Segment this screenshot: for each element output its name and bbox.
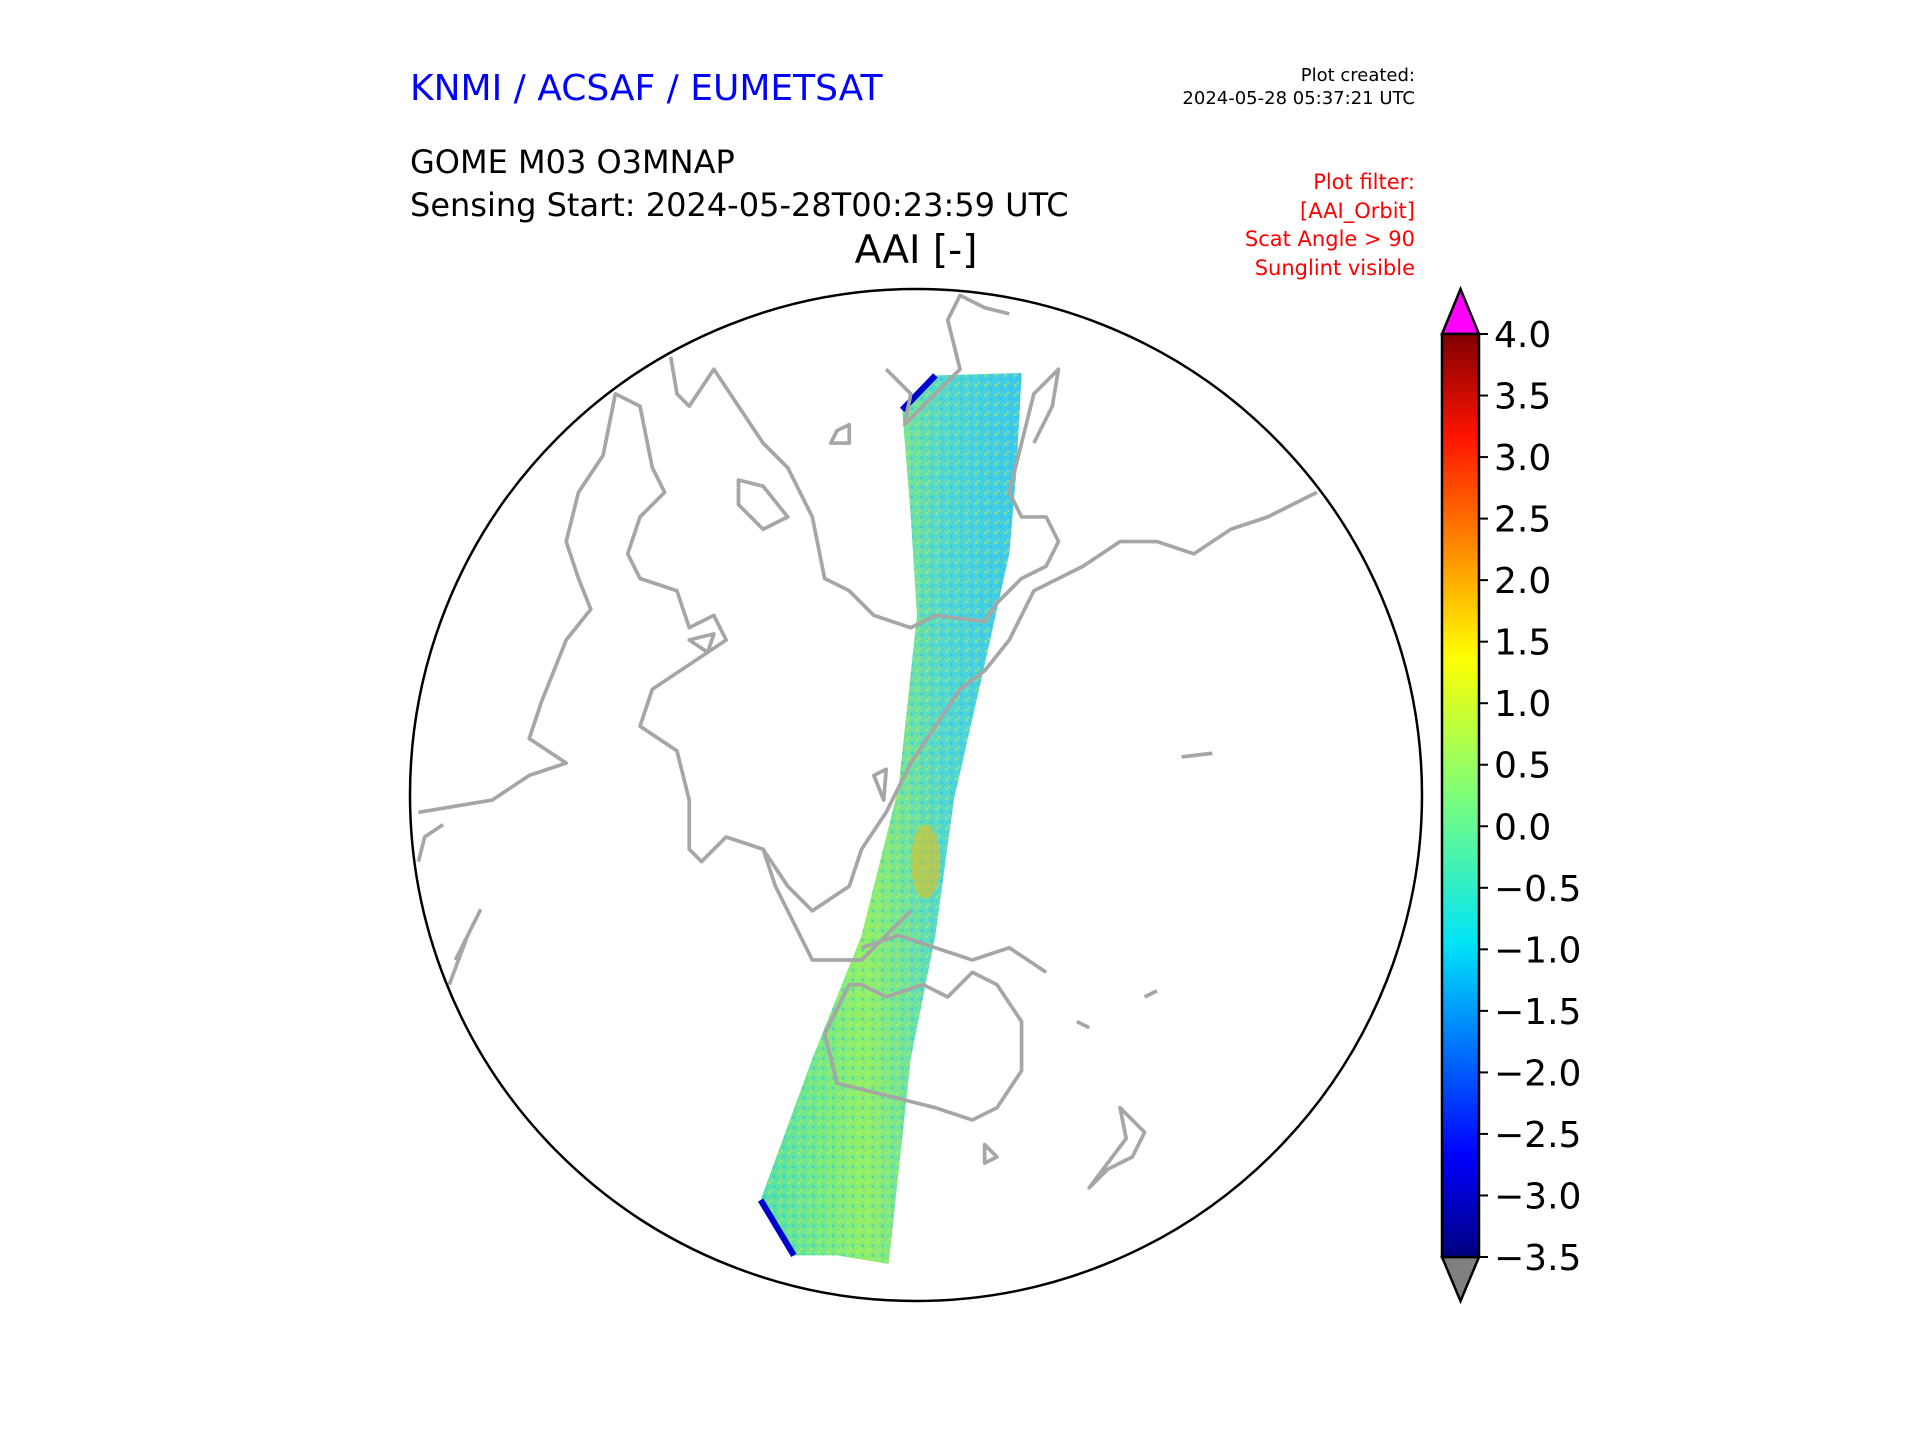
colorbar-tick-label: −2.5 [1494, 1115, 1581, 1156]
colorbar-gradient [1440, 332, 1481, 1259]
plot-filter: Plot filter: [AAI_Orbit] Scat Angle > 90… [1245, 168, 1415, 282]
colorbar-tick-label: 4.0 [1494, 315, 1551, 356]
organisation-title: KNMI / ACSAF / EUMETSAT [410, 68, 883, 109]
colorbar: 4.0 3.5 3.0 2.5 2.0 1.5 1.0 0.5 0.0 −0.5 −1.0 −1.5 −… [1440, 285, 1581, 1305]
colorbar-tick-label: 2.5 [1494, 500, 1551, 541]
colorbar-tick-label: 3.5 [1494, 377, 1551, 418]
colorbar-over-triangle [1440, 285, 1481, 336]
product-title: GOME M03 O3MNAP [410, 143, 735, 181]
colorbar-tick-label: 0.0 [1494, 807, 1551, 848]
globe-outline [408, 287, 1424, 1303]
filter-line: Sunglint visible [1254, 255, 1415, 280]
map-area [416, 293, 1318, 1265]
filter-line: Scat Angle > 90 [1244, 227, 1415, 251]
plot-created-label: Plot created: [1300, 65, 1415, 86]
colorbar-tick-label: −3.0 [1494, 1176, 1581, 1217]
filter-line: Plot filter: [1313, 170, 1415, 194]
plot-created: Plot created: 2024-05-28 05:37:21 UTC [1182, 64, 1415, 110]
colorbar-tick-label: −3.5 [1494, 1238, 1581, 1279]
colorbar-tick-label: 0.5 [1494, 746, 1551, 787]
colorbar-tick-label: 2.0 [1494, 561, 1551, 602]
colorbar-tick-label: 1.0 [1494, 684, 1551, 725]
plot-created-value: 2024-05-28 05:37:21 UTC [1182, 88, 1415, 109]
colorbar-tick-label: −1.5 [1494, 992, 1581, 1033]
filter-line: [AAI_Orbit] [1300, 198, 1415, 223]
colorbar-tick-label: −1.0 [1494, 930, 1581, 971]
colorbar-tick-label: 3.0 [1494, 438, 1551, 479]
coastlines [416, 293, 1318, 1190]
sensing-start: Sensing Start: 2024-05-28T00:23:59 UTC [410, 186, 1069, 224]
colorbar-tick-label: −0.5 [1494, 869, 1581, 910]
variable-title: AAI [-] [854, 228, 978, 273]
colorbar-under-triangle [1440, 1255, 1481, 1305]
colorbar-tick-label: −2.0 [1494, 1053, 1581, 1094]
colorbar-tick-label: 1.5 [1494, 623, 1551, 664]
